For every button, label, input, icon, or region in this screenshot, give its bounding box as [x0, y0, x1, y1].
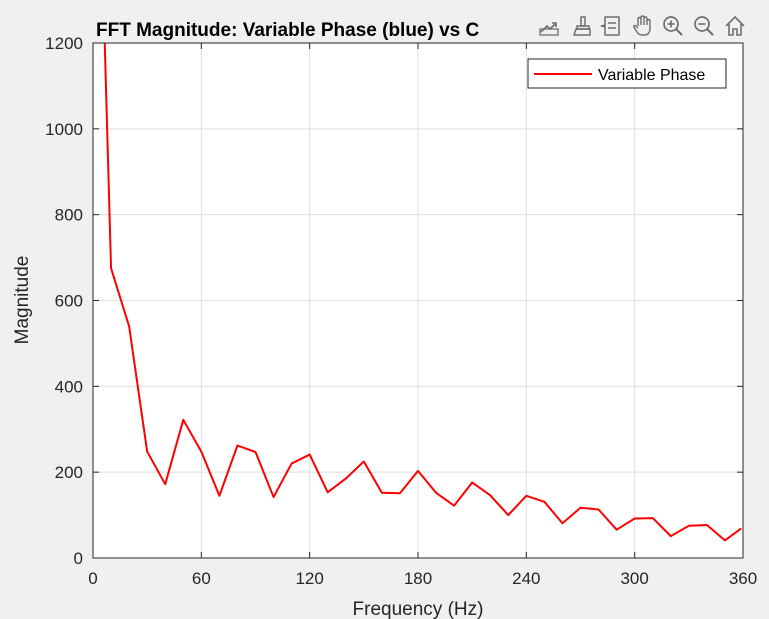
- y-tick-label: 1200: [45, 34, 83, 53]
- export-icon: [538, 22, 559, 36]
- legend[interactable]: Variable Phase: [527, 58, 727, 89]
- export-button[interactable]: [534, 11, 563, 41]
- datatip-icon: [599, 16, 620, 36]
- chart-title: FFT Magnitude: Variable Phase (blue) vs …: [96, 20, 480, 41]
- brush-icon: [572, 16, 591, 36]
- x-tick-label: 60: [192, 569, 211, 588]
- y-axis-label: Magnitude: [12, 256, 33, 345]
- pan-icon: [632, 15, 651, 36]
- y-tick-label: 800: [55, 206, 83, 225]
- home-icon: [724, 15, 745, 36]
- y-tick-label: 600: [55, 292, 83, 311]
- axes-toolbar: [530, 10, 753, 42]
- x-tick-label: 180: [404, 569, 432, 588]
- x-axis-label: Frequency (Hz): [353, 599, 484, 619]
- y-tick-label: 200: [55, 463, 83, 482]
- x-tick-label: 300: [620, 569, 648, 588]
- x-tick-label: 360: [729, 569, 757, 588]
- x-tick-label: 0: [88, 569, 97, 588]
- pan-button[interactable]: [627, 11, 656, 41]
- zoom-out-icon: [693, 16, 714, 36]
- tick-labels: 0 60 120 180 240 300 360 0 200 400 600 800 1000 1200: [45, 34, 757, 588]
- y-tick-label: 0: [74, 549, 83, 568]
- y-tick-label: 400: [55, 377, 83, 396]
- zoom-out-button[interactable]: [689, 11, 718, 41]
- series-layer: [103, 43, 742, 542]
- tick-marks: [92, 42, 744, 559]
- y-tick-label: 1000: [45, 120, 83, 139]
- zoom-in-icon: [662, 16, 683, 36]
- x-tick-label: 240: [512, 569, 540, 588]
- home-button[interactable]: [720, 11, 749, 41]
- zoom-in-button[interactable]: [658, 11, 687, 41]
- brush-button[interactable]: [565, 11, 594, 41]
- x-tick-label: 120: [295, 569, 323, 588]
- series-line-variable-phase: [103, 43, 742, 542]
- legend-label-variable-phase: Variable Phase: [598, 67, 705, 84]
- datatip-button[interactable]: [596, 11, 625, 41]
